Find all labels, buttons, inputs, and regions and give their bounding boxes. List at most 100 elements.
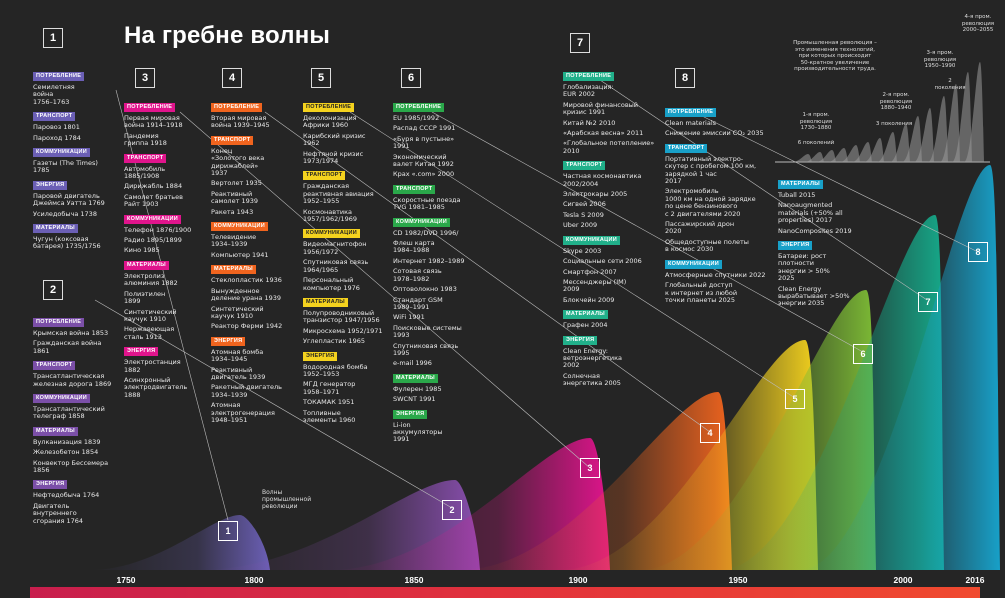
section: ТРАНСПОРТ Конец «Золотого века дирижаблей…: [211, 135, 293, 216]
inset-label: 3-я пром. революция 1950–1990: [923, 50, 957, 69]
event-item: Крымская война 1853: [33, 329, 109, 337]
event-item: Skype 2003: [563, 246, 602, 255]
wave-note: Волны промышленной революции: [262, 489, 312, 510]
timeline-bar: [30, 587, 980, 598]
section: ЭНЕРГИЯ Батареи: рост плотности энергии >…: [778, 241, 878, 308]
x-tick-label: 1900: [568, 575, 588, 585]
category-tag: ПОТРЕБЛЕНИЕ: [303, 103, 355, 112]
column-number-1: 1: [43, 28, 63, 48]
event-item: Чугун (коксовая батарея) 1735/1756: [33, 235, 101, 251]
event-item: SWCNT 1991: [393, 395, 436, 404]
event-item: Социальные сети 2006: [563, 257, 642, 266]
section: ЭНЕРГИЯ Паровой двигатель Джеймса Уатта 1…: [33, 180, 115, 218]
section: КОММУНИКАЦИИ Телевидение 1934–1939 Компьют…: [211, 222, 293, 259]
category-tag: ЭНЕРГИЯ: [33, 180, 68, 190]
event-item: «Глобальное потепление» 2010: [563, 139, 655, 155]
event-item: Блокчейн 2009: [563, 295, 615, 304]
event-item: Пароход 1784: [33, 133, 81, 142]
event-item: Нефтедобыча 1764: [33, 491, 100, 500]
inset-wave: [852, 142, 872, 162]
section: КОММУНИКАЦИИ Трансатлантический телеграф …: [33, 394, 115, 421]
section: КОММУНИКАЦИИ Skype 2003 Социальные сети 20…: [563, 235, 663, 304]
event-item: Синтетический каучук 1910: [124, 307, 177, 323]
column-2: ПОТРЕБЛЕНИЕ Крымская война 1853 Гражданска…: [33, 318, 115, 531]
inset-label: 1-я пром. революция 1730–1880: [799, 112, 833, 131]
event-item: Сотовая связь 1978–1982: [393, 267, 442, 283]
inset-wave: [928, 96, 948, 162]
event-item: Глобальный доступ к интернет из любой то…: [665, 281, 738, 304]
inset-wave: [804, 152, 824, 162]
event-item: Телевидение 1934–1939: [211, 233, 257, 249]
event-item: Крах «.com» 2000: [393, 170, 455, 179]
event-item: Космонавтика 1957/1962/1969: [303, 207, 358, 224]
column-number-2: 2: [43, 280, 63, 300]
event-item: Радио 1895/1899: [124, 236, 182, 245]
event-item: Атмосферные спутники 2022: [665, 270, 766, 279]
event-item: Персональный компьютер 1976: [303, 276, 360, 292]
event-item: Дирижабль 1884: [124, 182, 183, 191]
event-item: Нержавеющая сталь 1913: [124, 325, 175, 341]
category-tag: ЭНЕРГИЯ: [33, 480, 68, 490]
inset-wave: [792, 154, 812, 162]
event-item: Трансатлантический телеграф 1858: [33, 405, 105, 421]
category-tag: КОММУНИКАЦИИ: [124, 214, 181, 224]
category-tag: МАТЕРИАЛЫ: [124, 260, 169, 270]
section: ЭНЕРГИЯ Водородная бомба 1952–1953 МГД ген…: [303, 351, 387, 425]
column-5: ПОТРЕБЛЕНИЕ Деколонизация Африки 1960 Кари…: [303, 103, 387, 430]
wave-label-1: 1: [218, 521, 238, 541]
section: ЭНЕРГИЯ Нефтедобыча 1764 Двигатель внутрен…: [33, 480, 115, 525]
column-9: МАТЕРИАЛЫ Tuball 2015 Nanoaugmented materi…: [778, 180, 878, 314]
inset-label: 2 поколения: [934, 78, 966, 91]
category-tag: ТРАНСПОРТ: [124, 153, 167, 163]
event-item: Батареи: рост плотности энергии > 50% 20…: [778, 252, 830, 283]
event-item: Портативный электро- скутер с пробегом 1…: [665, 154, 757, 186]
event-item: Китай №2 2010: [563, 118, 616, 127]
inset-label: 2-я пром. революция 1880–1940: [879, 92, 913, 111]
category-tag: ТРАНСПОРТ: [211, 135, 254, 145]
event-item: Солнечная энергетика 2005: [563, 371, 621, 388]
event-item: Видеомагнитофон 1956/1972: [303, 240, 367, 256]
event-item: Clean Energy: ветроэнергетика 2002: [563, 346, 622, 370]
event-item: Конвектор Бессемера 1856: [33, 458, 109, 475]
event-item: Кино 1985: [124, 246, 160, 255]
category-tag: ПОТРЕБЛЕНИЕ: [393, 103, 445, 112]
section: ТРАНСПОРТ Гражданская реактивная авиация …: [303, 171, 387, 223]
section: ЭНЕРГИЯ Clean Energy: ветроэнергетика 200…: [563, 335, 663, 388]
section: МАТЕРИАЛЫ Полупроводниковый транзистор 19…: [303, 297, 387, 346]
column-8: ПОТРЕБЛЕНИЕ Clean materials Снижение эмисс…: [665, 108, 775, 310]
category-tag: ЭНЕРГИЯ: [778, 241, 813, 251]
event-item: Мессенджеры (IM) 2009: [563, 277, 627, 294]
category-tag: ПОТРЕБЛЕНИЕ: [33, 318, 85, 327]
section: МАТЕРИАЛЫ Вулканизация 1839 Железобетон 18…: [33, 426, 115, 475]
category-tag: КОММУНИКАЦИИ: [563, 235, 620, 245]
inset-label: 3 поколения: [875, 121, 913, 127]
inset-wave: [902, 116, 922, 162]
event-item: Микросхема 1952/1971: [303, 326, 383, 335]
inset-wave: [940, 84, 960, 162]
event-item: Электролиз алюминия 1882: [124, 271, 178, 288]
event-item: Стеклопластик 1936: [211, 276, 282, 285]
wave-2: [200, 480, 480, 570]
event-item: Спутниковая связь 1964/1965: [303, 258, 369, 274]
event-item: Реактор Ферми 1942: [211, 322, 283, 331]
event-item: Первая мировая война 1914–1918: [124, 114, 183, 130]
event-item: Телефон 1876/1900: [124, 225, 192, 234]
event-item: Частная космонавтика 2002/2004: [563, 172, 642, 188]
category-tag: ТРАНСПОРТ: [563, 161, 606, 171]
section: МАТЕРИАЛЫ Электролиз алюминия 1882 Полиэти…: [124, 260, 206, 341]
column-7: ПОТРЕБЛЕНИЕ Глобализация: EUR 2002 Мировой…: [563, 72, 663, 394]
section: ПОТРЕБЛЕНИЕ Деколонизация Африки 1960 Кари…: [303, 103, 387, 165]
event-item: Поисковые системы 1993: [393, 323, 462, 340]
event-item: Синтетический каучук 1910: [211, 304, 264, 320]
event-item: WiFi 1991: [393, 313, 425, 322]
column-6: ПОТРЕБЛЕНИЕ EU 1985/1992 Распад СССР 1991 «…: [393, 103, 481, 450]
event-item: Вынужденное деление урана 1939: [211, 286, 281, 303]
inset-label: 6 поколений: [797, 140, 835, 146]
event-item: Газеты (The Times) 1785: [33, 159, 98, 175]
event-item: Вулканизация 1839: [33, 437, 101, 446]
event-item: Автомобиль 1885/1908: [124, 164, 166, 181]
section: КОММУНИКАЦИИ CD 1982/DVD 1996/Флеш карта …: [393, 217, 481, 368]
category-tag: МАТЕРИАЛЫ: [778, 180, 823, 189]
section: МАТЕРИАЛЫ Tuball 2015 Nanoaugmented materi…: [778, 180, 878, 235]
